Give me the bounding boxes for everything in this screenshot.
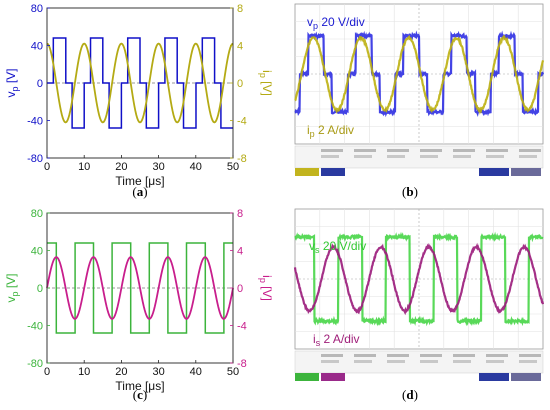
scope-measurement-field (486, 354, 508, 357)
scope-measurement-field (321, 155, 339, 158)
y-left-tick-label: 40 (31, 41, 43, 53)
scope-measurement-field (519, 360, 537, 363)
x-tick-label: 20 (115, 161, 127, 173)
x-tick-label: 40 (190, 161, 202, 173)
panel-b-scope: vp 20 V/div ip 2 A/div (294, 3, 545, 176)
scope-measurement-field (486, 149, 508, 152)
x-tick-label: 50 (227, 366, 239, 378)
scope-measurement-field (387, 360, 405, 363)
panel-d-scope: vs 20 V/div is 2 A/div (293, 208, 545, 381)
y-left-tick-label: 80 (31, 3, 43, 15)
y-left-tick-label: 80 (31, 208, 43, 220)
scope-measurement-field (453, 149, 475, 152)
voltage-channel-label: vs 20 V/div (309, 239, 366, 255)
y-left-tick-label: -80 (27, 358, 43, 370)
y-left-tick-label: 40 (31, 246, 43, 258)
scope-measurement-field (519, 354, 541, 357)
scope-measurement-field (486, 155, 504, 158)
scope-measurement-field (354, 360, 372, 363)
x-tick-label: 50 (227, 161, 239, 173)
caption-d: (d) (402, 387, 418, 402)
scope-measurement-field (519, 149, 541, 152)
y-left-axis-title: vp [V] (4, 68, 20, 97)
y-right-tick-label: 0 (237, 78, 243, 90)
scope-measurement-field (420, 149, 442, 152)
y-right-axis-title: ip [V] (258, 275, 274, 301)
y-right-tick-label: -8 (237, 358, 247, 370)
x-axis-title: Time [μs] (115, 174, 164, 188)
scope-measurement-field (321, 354, 343, 357)
y-right-tick-label: 8 (237, 208, 243, 220)
scope-measurement-field (453, 155, 471, 158)
scope-measurement-field (519, 155, 537, 158)
series-1-sine-line (46, 256, 234, 320)
scope-measurement-field (420, 155, 438, 158)
x-axis-title: Time [μs] (115, 379, 164, 393)
caption-a: (a) (132, 184, 148, 199)
x-tick-label: 0 (44, 161, 50, 173)
series-0-square-line (47, 242, 233, 334)
scope-measurement-field (453, 354, 475, 357)
y-right-tick-label: 4 (237, 246, 243, 258)
scope-measurement-field (453, 360, 471, 363)
y-left-tick-label: 0 (37, 78, 43, 90)
scope-measurement-field (321, 149, 343, 152)
current-channel-label: is 2 A/div (313, 332, 360, 348)
y-left-tick-label: -80 (27, 153, 43, 165)
y-right-axis-title: ip [V] (258, 70, 274, 96)
scope-measurement-field (321, 360, 339, 363)
y-left-axis-title: vp [V] (4, 273, 20, 302)
y-right-tick-label: 8 (237, 3, 243, 15)
x-tick-label: 30 (152, 161, 164, 173)
scope-timebase-badge (479, 168, 509, 176)
y-right-tick-label: 0 (237, 283, 243, 295)
scope-measurement-field (420, 354, 442, 357)
scope-channel-badge (321, 168, 345, 176)
current-trace (293, 242, 545, 316)
current-trace (294, 34, 545, 115)
y-right-tick-label: -8 (237, 153, 247, 165)
y-left-tick-label: 0 (37, 283, 43, 295)
scope-measurement-field (387, 155, 405, 158)
x-tick-label: 10 (78, 366, 90, 378)
scope-measurement-field (486, 360, 504, 363)
caption-b: (b) (402, 184, 418, 199)
scope-channel-badge (321, 373, 345, 381)
x-tick-label: 10 (78, 161, 90, 173)
scope-trigger-badge (511, 373, 541, 381)
current-channel-label: ip 2 A/div (307, 123, 354, 139)
scope-trigger-badge (511, 168, 541, 176)
y-left-tick-label: -40 (27, 321, 43, 333)
x-tick-label: 0 (44, 366, 50, 378)
scope-timebase-badge (479, 373, 509, 381)
scope-channel-badge (295, 168, 319, 176)
x-tick-label: 30 (152, 366, 164, 378)
scope-measurement-field (354, 149, 376, 152)
x-tick-label: 20 (115, 366, 127, 378)
voltage-trace (294, 231, 544, 327)
y-left-tick-label: -40 (27, 116, 43, 128)
scope-measurement-field (354, 354, 376, 357)
scope-channel-badge (295, 373, 319, 381)
series-1-sine-line (46, 42, 234, 124)
y-right-tick-label: -4 (237, 116, 247, 128)
x-tick-label: 40 (190, 366, 202, 378)
scope-measurement-field (387, 354, 409, 357)
scope-measurement-field (354, 155, 372, 158)
caption-c: (c) (132, 387, 148, 402)
y-right-tick-label: -4 (237, 321, 247, 333)
scope-measurement-field (420, 360, 438, 363)
y-right-tick-label: 4 (237, 41, 243, 53)
series-0-square-line (47, 37, 233, 129)
scope-measurement-field (387, 149, 409, 152)
voltage-channel-label: vp 20 V/div (307, 15, 365, 31)
